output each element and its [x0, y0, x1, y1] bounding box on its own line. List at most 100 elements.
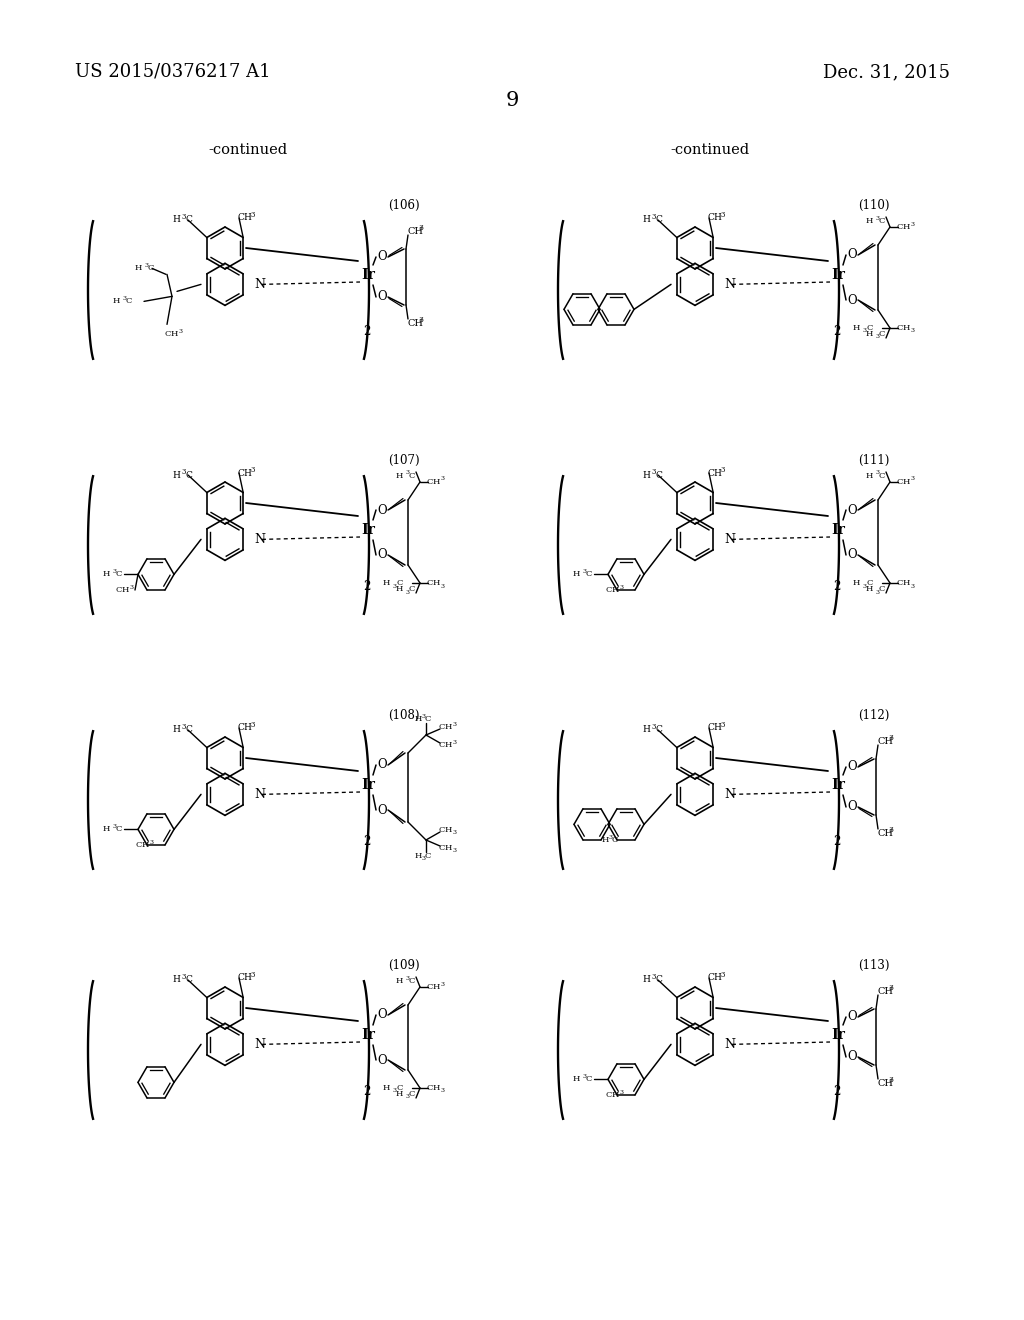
Text: 3: 3	[721, 721, 725, 729]
Text: H: H	[395, 1090, 403, 1098]
Text: C: C	[126, 297, 132, 305]
Text: O: O	[377, 290, 387, 304]
Text: C: C	[116, 570, 122, 578]
Text: H: H	[432, 579, 439, 587]
Text: C: C	[655, 726, 663, 734]
Text: H: H	[444, 843, 452, 851]
Text: (111): (111)	[858, 454, 890, 466]
Text: 3: 3	[452, 722, 456, 726]
Text: H: H	[642, 215, 650, 224]
Text: Ir: Ir	[831, 268, 845, 282]
Text: 3: 3	[251, 211, 255, 219]
Text: H: H	[395, 473, 403, 480]
Text: C: C	[655, 215, 663, 224]
Text: 3: 3	[112, 569, 116, 574]
Text: 3: 3	[910, 222, 914, 227]
Text: 3: 3	[182, 723, 186, 731]
Text: 3: 3	[618, 1089, 623, 1094]
Text: C: C	[879, 330, 885, 338]
Text: C: C	[116, 825, 122, 833]
Text: H: H	[102, 570, 110, 578]
Text: H: H	[432, 1084, 439, 1092]
Text: H: H	[172, 470, 180, 479]
Text: H: H	[865, 473, 873, 480]
Text: H: H	[432, 478, 439, 486]
Text: H: H	[865, 585, 873, 593]
Text: 3: 3	[421, 714, 425, 718]
Text: C: C	[185, 726, 193, 734]
Text: C: C	[586, 1076, 592, 1084]
Text: 3: 3	[874, 334, 879, 339]
Text: 3: 3	[406, 590, 409, 594]
Text: C: C	[409, 473, 415, 480]
Text: C: C	[425, 851, 431, 861]
Text: C: C	[897, 478, 903, 486]
Text: 3: 3	[652, 723, 656, 731]
Text: C: C	[897, 223, 903, 231]
Text: 3: 3	[421, 857, 425, 862]
Text: 2: 2	[833, 836, 841, 849]
Text: O: O	[847, 1011, 857, 1023]
Text: C: C	[116, 586, 122, 594]
Text: H: H	[121, 586, 129, 594]
Text: C: C	[439, 843, 445, 851]
Text: 3: 3	[182, 973, 186, 981]
Text: H: H	[902, 579, 909, 587]
Text: H: H	[865, 216, 873, 224]
Text: (107): (107)	[388, 454, 420, 466]
Text: Ir: Ir	[361, 523, 375, 537]
Text: H: H	[572, 570, 580, 578]
Text: O: O	[847, 248, 857, 261]
Text: Ir: Ir	[831, 523, 845, 537]
Text: C: C	[397, 1084, 403, 1092]
Text: 3: 3	[862, 329, 866, 334]
Text: C: C	[879, 473, 885, 480]
Text: 3: 3	[419, 224, 424, 232]
Text: 2: 2	[362, 1085, 371, 1098]
Text: C: C	[866, 579, 873, 587]
Text: H: H	[444, 741, 452, 748]
Text: C: C	[136, 841, 142, 849]
Text: H: H	[243, 214, 251, 223]
Text: O: O	[847, 800, 857, 813]
Text: O: O	[377, 1053, 387, 1067]
Text: C: C	[427, 1084, 433, 1092]
Text: C: C	[708, 469, 715, 478]
Text: 3: 3	[618, 585, 623, 590]
Text: 3: 3	[889, 1076, 894, 1084]
Text: O: O	[377, 503, 387, 516]
Text: H: H	[395, 977, 403, 985]
Text: C: C	[427, 983, 433, 991]
Text: C: C	[655, 975, 663, 985]
Text: H: H	[642, 726, 650, 734]
Text: C: C	[425, 715, 431, 723]
Text: (106): (106)	[388, 198, 420, 211]
Text: N: N	[724, 1038, 735, 1051]
Text: Dec. 31, 2015: Dec. 31, 2015	[823, 63, 950, 81]
Text: 3: 3	[251, 972, 255, 979]
Text: N: N	[254, 788, 265, 801]
Text: C: C	[409, 585, 415, 593]
Text: O: O	[377, 251, 387, 264]
Text: C: C	[238, 974, 245, 982]
Text: C: C	[185, 215, 193, 224]
Text: C: C	[897, 323, 903, 333]
Text: 3: 3	[406, 470, 409, 475]
Text: CH: CH	[878, 737, 894, 746]
Text: O: O	[377, 549, 387, 561]
Text: C: C	[427, 478, 433, 486]
Text: 3: 3	[721, 466, 725, 474]
Text: Ir: Ir	[361, 1028, 375, 1041]
Text: (108): (108)	[388, 709, 420, 722]
Text: 3: 3	[392, 583, 396, 589]
Text: C: C	[606, 586, 612, 594]
Text: H: H	[713, 723, 721, 733]
Text: 3: 3	[144, 263, 148, 268]
Text: 3: 3	[652, 973, 656, 981]
Text: O: O	[377, 1008, 387, 1022]
Text: 2: 2	[833, 579, 841, 593]
Text: H: H	[713, 974, 721, 982]
Text: CH: CH	[878, 829, 894, 837]
Text: 3: 3	[182, 469, 186, 477]
Text: US 2015/0376217 A1: US 2015/0376217 A1	[75, 63, 270, 81]
